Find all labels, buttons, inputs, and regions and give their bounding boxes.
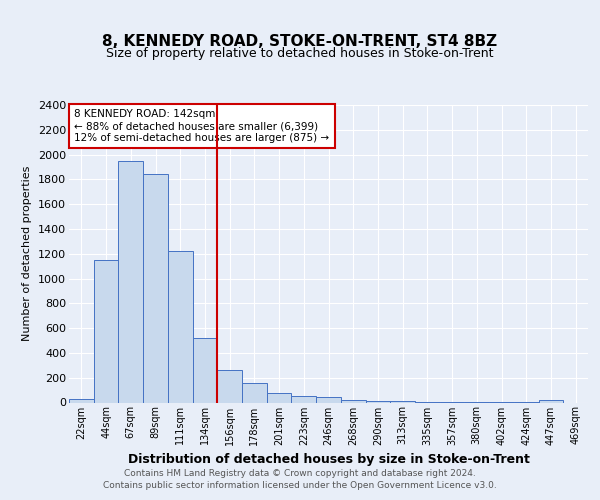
Y-axis label: Number of detached properties: Number of detached properties xyxy=(22,166,32,342)
Bar xyxy=(365,400,390,402)
Bar xyxy=(69,400,94,402)
Bar xyxy=(168,252,193,402)
Text: 8, KENNEDY ROAD, STOKE-ON-TRENT, ST4 8BZ: 8, KENNEDY ROAD, STOKE-ON-TRENT, ST4 8BZ xyxy=(103,34,497,48)
Bar xyxy=(143,174,168,402)
Text: 8 KENNEDY ROAD: 142sqm
← 88% of detached houses are smaller (6,399)
12% of semi-: 8 KENNEDY ROAD: 142sqm ← 88% of detached… xyxy=(74,110,329,142)
Bar xyxy=(118,161,143,402)
Bar xyxy=(539,400,563,402)
Bar xyxy=(242,384,267,402)
Text: Contains public sector information licensed under the Open Government Licence v3: Contains public sector information licen… xyxy=(103,480,497,490)
X-axis label: Distribution of detached houses by size in Stoke-on-Trent: Distribution of detached houses by size … xyxy=(128,453,529,466)
Text: Contains HM Land Registry data © Crown copyright and database right 2024.: Contains HM Land Registry data © Crown c… xyxy=(124,470,476,478)
Bar xyxy=(341,400,365,402)
Text: Size of property relative to detached houses in Stoke-on-Trent: Size of property relative to detached ho… xyxy=(106,47,494,60)
Bar xyxy=(267,392,292,402)
Bar xyxy=(217,370,242,402)
Bar xyxy=(193,338,217,402)
Bar xyxy=(94,260,118,402)
Bar xyxy=(316,398,341,402)
Bar xyxy=(292,396,316,402)
